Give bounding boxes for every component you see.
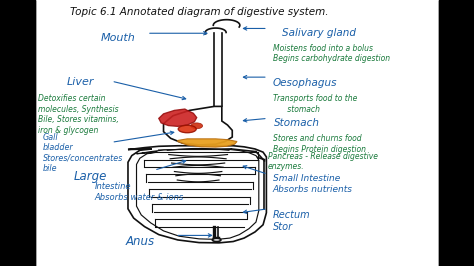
Text: Rectum
Stor: Rectum Stor [273, 210, 310, 232]
Bar [439, 0, 474, 266]
Text: Transports food to the
      stomach: Transports food to the stomach [273, 94, 357, 114]
Ellipse shape [191, 123, 202, 129]
Text: Large: Large [73, 170, 107, 183]
Text: Stores and churns food
Begins Protein digestion: Stores and churns food Begins Protein di… [273, 134, 365, 154]
Polygon shape [164, 106, 232, 145]
Text: Anus: Anus [125, 235, 155, 248]
Text: Pancreas - Release digestive
enzymes.: Pancreas - Release digestive enzymes. [268, 152, 378, 171]
Bar [439, 0, 474, 266]
Text: Mouth: Mouth [101, 33, 136, 43]
Text: Small Intestine
Absorbs nutrients: Small Intestine Absorbs nutrients [273, 174, 353, 194]
Ellipse shape [178, 125, 196, 133]
Text: Salivary gland: Salivary gland [282, 28, 356, 38]
Text: Stomach: Stomach [274, 118, 320, 128]
Polygon shape [159, 109, 197, 126]
Polygon shape [178, 139, 237, 147]
Text: Gall
bladder
Stores/concentrates
bile: Gall bladder Stores/concentrates bile [43, 133, 123, 173]
Text: Detoxifies certain
molecules, Synthesis
Bile, Stores vitamins,
iron & glycogen: Detoxifies certain molecules, Synthesis … [38, 94, 118, 135]
Ellipse shape [212, 238, 221, 242]
Text: Oesophagus: Oesophagus [273, 78, 337, 89]
Text: Moistens food into a bolus
Begins carbohydrate digestion: Moistens food into a bolus Begins carboh… [273, 44, 390, 63]
Polygon shape [137, 149, 259, 239]
Text: Topic 6.1 Annotated diagram of digestive system.: Topic 6.1 Annotated diagram of digestive… [70, 7, 328, 17]
Text: Intestine
Absorbs water & ions: Intestine Absorbs water & ions [95, 182, 184, 202]
Bar [0, 0, 35, 266]
Polygon shape [128, 146, 266, 243]
Bar [0, 0, 35, 266]
Text: Liver: Liver [66, 77, 94, 87]
